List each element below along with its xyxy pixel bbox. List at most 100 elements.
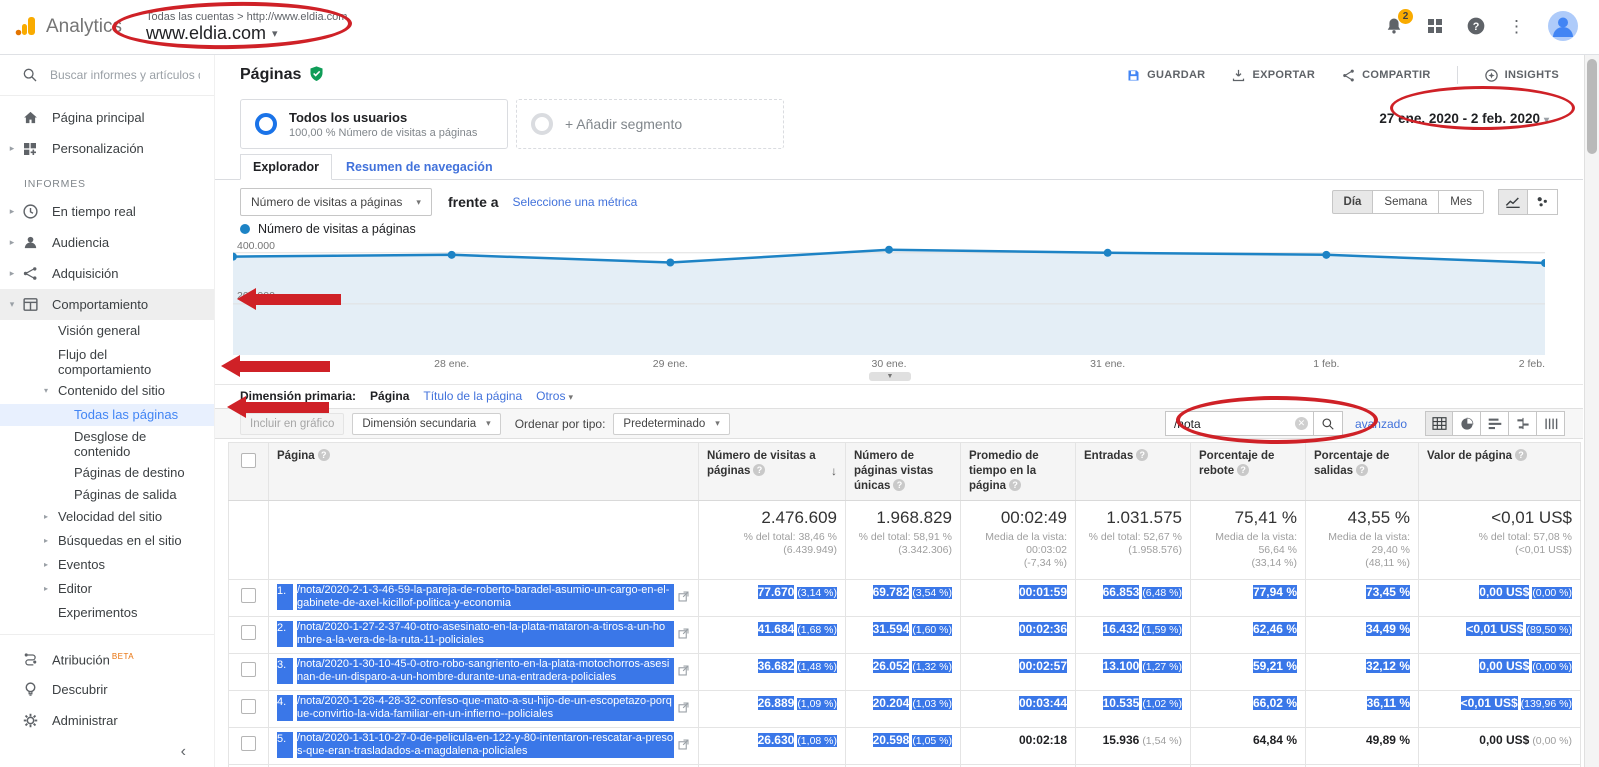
- help-icon[interactable]: ?: [1009, 479, 1022, 491]
- page-url-link[interactable]: /nota/2020-1-31-10-27-0-de-pelicula-en-1…: [297, 732, 674, 758]
- sidebar-item-audiencia[interactable]: ▸ Audiencia: [9, 235, 110, 250]
- avatar[interactable]: [1547, 10, 1579, 45]
- advanced-filter-link[interactable]: avanzado: [1354, 416, 1407, 431]
- granularity-day-button[interactable]: Día: [1331, 190, 1374, 214]
- page-url-link[interactable]: /nota/2020-2-1-3-46-59-la-pareja-de-robe…: [297, 584, 674, 610]
- secondary-dimension-dropdown[interactable]: Dimensión secundaria ▾: [352, 412, 501, 435]
- col-header-visitas[interactable]: Número de visitas a páginas? ↓: [698, 442, 846, 501]
- export-button[interactable]: EXPORTAR: [1231, 68, 1315, 83]
- page-url-link[interactable]: /nota/2020-1-30-10-45-0-otro-robo-sangri…: [297, 658, 674, 684]
- share-button[interactable]: COMPARTIR: [1341, 68, 1431, 83]
- help-icon[interactable]: ?: [1136, 449, 1149, 461]
- external-link-icon[interactable]: [678, 621, 690, 647]
- sidebar-item-en-tiempo-real[interactable]: ▸ En tiempo real: [9, 204, 136, 219]
- sort-type-dropdown[interactable]: Predeterminado ▾: [613, 412, 730, 435]
- help-icon[interactable]: ?: [317, 449, 330, 461]
- row-checkbox[interactable]: [241, 588, 256, 603]
- sidebar-item-comportamiento[interactable]: ▾ Comportamiento: [0, 289, 214, 320]
- sidebar-item-busquedas-en-el-sitio[interactable]: ▸ Búsquedas en el sitio: [44, 533, 182, 548]
- help-icon[interactable]: ?: [893, 479, 906, 491]
- view-pivot-button[interactable]: [1537, 411, 1565, 436]
- row-checkbox[interactable]: [241, 662, 256, 677]
- col-header-rebote[interactable]: Porcentaje de rebote?: [1190, 442, 1306, 501]
- beta-badge: BETA: [111, 652, 135, 662]
- table-search-button[interactable]: [1312, 411, 1343, 436]
- vertical-scrollbar[interactable]: [1584, 55, 1599, 767]
- sidebar-search-input[interactable]: [50, 68, 200, 82]
- account-switcher[interactable]: www.eldia.com ▾: [146, 23, 347, 44]
- sidebar-item-descubrir[interactable]: Descubrir: [0, 674, 214, 705]
- select-all-checkbox[interactable]: [241, 453, 256, 468]
- col-header-pagina[interactable]: Página?: [268, 442, 699, 501]
- granularity-week-button[interactable]: Semana: [1373, 190, 1440, 214]
- add-segment-button[interactable]: + Añadir segmento: [516, 99, 784, 149]
- overflow-menu-button[interactable]: ⋮: [1508, 17, 1525, 36]
- scrollbar-thumb[interactable]: [1587, 59, 1597, 154]
- tab-explorador[interactable]: Explorador: [240, 154, 332, 180]
- verified-check-icon: [308, 65, 325, 85]
- row-checkbox[interactable]: [241, 736, 256, 751]
- external-link-icon[interactable]: [678, 584, 690, 610]
- insights-button[interactable]: INSIGHTS: [1484, 68, 1559, 83]
- table-row: 6. /nota/2020-1-30-2-40-18-revuelo-por-l…: [228, 764, 1581, 767]
- sidebar-item-administrar[interactable]: Administrar: [0, 705, 214, 736]
- col-header-paginas-unicas[interactable]: Número de páginas vistas únicas?: [845, 442, 961, 501]
- view-comparison-button[interactable]: [1509, 411, 1537, 436]
- sidebar-item-home[interactable]: Página principal: [0, 102, 214, 133]
- date-range-picker[interactable]: 27 ene. 2020 - 2 feb. 2020 ▾: [1379, 111, 1549, 126]
- breadcrumb[interactable]: Todas las cuentas > http://www.eldia.com: [146, 10, 348, 23]
- col-header-valor[interactable]: Valor de página?: [1418, 442, 1581, 501]
- sidebar-item-desglose-de-contenido[interactable]: Desglose de contenido: [74, 429, 147, 459]
- line-chart-view-button[interactable]: [1498, 189, 1528, 215]
- help-icon[interactable]: ?: [1515, 449, 1527, 461]
- select-metric-link[interactable]: Seleccione una métrica: [512, 195, 638, 209]
- metric-dropdown[interactable]: Número de visitas a páginas ▾: [240, 188, 432, 216]
- notifications-button[interactable]: 2: [1384, 8, 1413, 39]
- view-table-button[interactable]: [1425, 411, 1453, 436]
- view-performance-button[interactable]: [1481, 411, 1509, 436]
- page-url-link[interactable]: /nota/2020-1-28-4-28-32-confeso-que-mato…: [297, 695, 674, 721]
- sidebar-item-flujo-comportamiento[interactable]: Flujo del comportamiento: [58, 347, 152, 377]
- sidebar-item-paginas-de-destino[interactable]: Páginas de destino: [74, 465, 185, 480]
- sidebar-item-personalizacion[interactable]: ▸ Personalización: [0, 133, 214, 164]
- sidebar-item-atribucion[interactable]: Atribución BETA: [0, 643, 214, 674]
- external-link-icon[interactable]: [678, 658, 690, 684]
- sidebar-item-paginas-de-salida[interactable]: Páginas de salida: [74, 487, 177, 502]
- sidebar-item-velocidad-del-sitio[interactable]: ▸ Velocidad del sitio: [44, 509, 163, 524]
- motion-chart-view-button[interactable]: [1528, 189, 1558, 215]
- help-icon[interactable]: ?: [753, 464, 766, 476]
- apps-grid-button[interactable]: [1426, 17, 1444, 38]
- dimension-pagina[interactable]: Página: [370, 389, 410, 403]
- sidebar-item-editor[interactable]: ▸ Editor: [44, 581, 92, 596]
- sidebar-item-contenido-del-sitio[interactable]: ▾ Contenido del sitio: [44, 383, 165, 398]
- sidebar-collapse-button[interactable]: ‹: [180, 743, 186, 760]
- col-header-entradas[interactable]: Entradas?: [1075, 442, 1191, 501]
- save-button[interactable]: GUARDAR: [1126, 68, 1205, 83]
- dimension-titulo-pagina[interactable]: Título de la página: [423, 389, 523, 403]
- view-percentage-button[interactable]: [1453, 411, 1481, 436]
- sidebar-item-vision-general[interactable]: Visión general: [58, 323, 141, 338]
- sidebar-item-experimentos[interactable]: Experimentos: [58, 605, 138, 620]
- sidebar-item-adquisicion[interactable]: ▸ Adquisición: [9, 266, 119, 281]
- page-url-link[interactable]: /nota/2020-1-27-2-37-40-otro-asesinato-e…: [297, 621, 674, 647]
- col-header-salidas[interactable]: Porcentaje de salidas?: [1305, 442, 1419, 501]
- sidebar-item-eventos[interactable]: ▸ Eventos: [44, 557, 105, 572]
- analytics-logo[interactable]: Analytics: [0, 14, 130, 41]
- row-checkbox[interactable]: [241, 699, 256, 714]
- help-icon[interactable]: ?: [1356, 464, 1368, 476]
- granularity-month-button[interactable]: Mes: [1439, 190, 1484, 214]
- dimension-otros[interactable]: Otros ▾: [536, 389, 574, 403]
- help-icon[interactable]: ?: [1237, 464, 1250, 476]
- clear-search-icon[interactable]: ✕: [1294, 417, 1308, 430]
- chart-collapse-handle[interactable]: ▼: [869, 372, 911, 381]
- col-header-tiempo[interactable]: Promedio de tiempo en la página?: [960, 442, 1076, 501]
- gear-icon: [20, 712, 40, 729]
- tab-resumen-navegacion[interactable]: Resumen de navegación: [346, 160, 493, 174]
- sidebar-item-todas-las-paginas[interactable]: Todas las páginas: [0, 404, 214, 426]
- external-link-icon[interactable]: [678, 732, 690, 758]
- table-search-input[interactable]: [1164, 411, 1313, 436]
- help-button[interactable]: ?: [1466, 16, 1486, 39]
- external-link-icon[interactable]: [678, 695, 690, 721]
- row-checkbox[interactable]: [241, 625, 256, 640]
- segment-all-users[interactable]: Todos los usuarios 100,00 % Número de vi…: [240, 99, 508, 149]
